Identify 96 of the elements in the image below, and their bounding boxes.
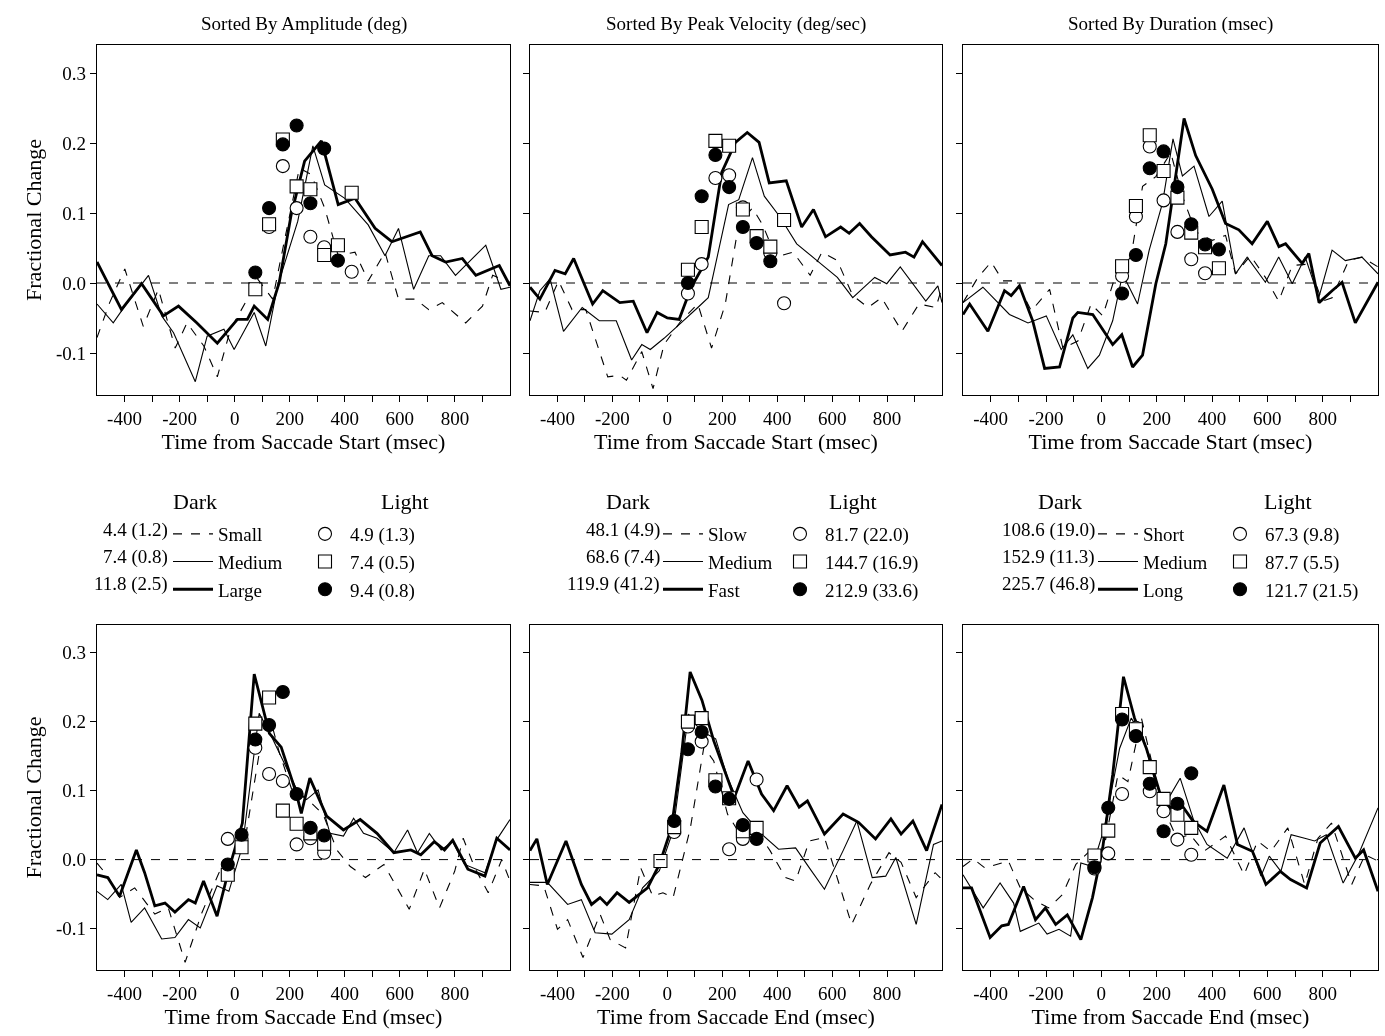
- x-tick-label: 600: [385, 982, 415, 1004]
- x-tick-label: 400: [1197, 982, 1227, 1004]
- x-tick-label: 0: [662, 407, 673, 429]
- legend-label: Large: [218, 579, 262, 601]
- text: Light: [829, 489, 877, 514]
- y-axis-title: Fractional Change: [20, 139, 46, 301]
- text: Light: [1264, 489, 1312, 514]
- x-tick-label: 800: [872, 982, 902, 1004]
- legend-label: 4.9 (1.3): [350, 524, 415, 547]
- chart-title: Sorted By Amplitude (deg): [201, 13, 408, 35]
- text: Dark: [1038, 489, 1082, 514]
- text: 68.6 (7.4): [586, 546, 661, 568]
- x-tick-label: -400: [107, 407, 142, 429]
- x-tick-label: 200: [708, 407, 737, 429]
- x-tick-label: 200: [708, 982, 737, 1004]
- x-axis-title: Time from Saccade Start (msec): [594, 428, 878, 454]
- x-tick-label: 400: [762, 407, 792, 429]
- text: 11.8 (2.5): [94, 573, 168, 595]
- legend-label: 144.7 (16.9): [825, 551, 919, 574]
- legend-label: 81.7 (22.0): [825, 524, 909, 547]
- x-tick-label: 800: [440, 982, 470, 1004]
- legend-label: 67.3 (9.8): [1265, 524, 1340, 547]
- x-tick-label: 400: [762, 982, 792, 1004]
- legend-label: Fast: [708, 579, 741, 601]
- legend-label: 87.7 (5.5): [1265, 551, 1340, 574]
- y-tick-label: -0.1: [55, 918, 87, 940]
- y-tick-label: 0.3: [62, 62, 87, 84]
- x-tick-label: -200: [1028, 982, 1064, 1004]
- chart-title: Sorted By Peak Velocity (deg/sec): [606, 13, 867, 35]
- x-tick-label: 800: [440, 407, 470, 429]
- x-tick-label: -400: [107, 982, 142, 1004]
- x-axis-title: Time from Saccade Start (msec): [161, 428, 446, 454]
- text: 108.6 (19.0): [1002, 519, 1096, 541]
- x-tick-label: 200: [1142, 407, 1171, 429]
- text: Dark: [173, 489, 217, 514]
- y-tick-label: 0.1: [62, 202, 87, 224]
- x-tick-label: -400: [540, 407, 575, 429]
- legend-label: Medium: [708, 551, 773, 573]
- y-tick-label: 0.3: [62, 642, 87, 664]
- y-tick-label: 0.0: [62, 849, 87, 871]
- text: 119.9 (41.2): [567, 573, 660, 595]
- x-tick-label: 0: [1096, 407, 1107, 429]
- x-tick-label: -200: [162, 407, 198, 429]
- x-tick-label: -200: [594, 407, 630, 429]
- x-tick-label: 400: [330, 407, 360, 429]
- legend-label: 9.4 (0.8): [350, 579, 415, 602]
- x-tick-label: -400: [973, 982, 1009, 1004]
- x-axis-title: Time from Saccade End (msec): [597, 1003, 875, 1029]
- legend-label: Small: [218, 524, 263, 546]
- legend-label: Slow: [708, 524, 748, 546]
- legend-label: Long: [1143, 579, 1184, 601]
- y-tick-label: 0.2: [62, 711, 87, 733]
- y-tick-label: -0.1: [55, 342, 87, 364]
- text: Light: [381, 489, 429, 514]
- x-tick-label: 800: [872, 407, 902, 429]
- x-tick-label: 200: [275, 982, 304, 1004]
- y-tick-label: 0.0: [62, 272, 87, 294]
- legend-label: Medium: [1143, 551, 1208, 573]
- x-tick-label: -400: [973, 407, 1009, 429]
- x-tick-label: 600: [1253, 982, 1282, 1004]
- x-tick-label: 800: [1308, 982, 1337, 1004]
- legend-label: 121.7 (21.5): [1265, 579, 1359, 602]
- x-axis-title: Time from Saccade End (msec): [1031, 1003, 1310, 1029]
- text: 152.9 (11.3): [1002, 546, 1095, 568]
- x-tick-label: 600: [1253, 407, 1282, 429]
- x-tick-label: 200: [1142, 982, 1171, 1004]
- legend-label: 7.4 (0.5): [350, 551, 415, 574]
- x-tick-label: 600: [817, 407, 847, 429]
- x-tick-label: 600: [817, 982, 847, 1004]
- x-tick-label: 0: [662, 982, 673, 1004]
- x-tick-label: -200: [594, 982, 630, 1004]
- x-tick-label: -400: [540, 982, 575, 1004]
- x-axis-title: Time from Saccade Start (msec): [1028, 428, 1313, 454]
- x-tick-label: -200: [162, 982, 198, 1004]
- x-tick-label: 400: [330, 982, 360, 1004]
- x-tick-label: 800: [1308, 407, 1337, 429]
- legend-label: Short: [1143, 524, 1185, 546]
- x-tick-label: -200: [1028, 407, 1064, 429]
- text: 7.4 (0.8): [103, 546, 168, 568]
- x-tick-label: 0: [229, 407, 240, 429]
- text: 225.7 (46.8): [1002, 573, 1096, 595]
- text: 4.4 (1.2): [103, 519, 168, 541]
- x-tick-label: 600: [385, 407, 415, 429]
- y-tick-label: 0.1: [62, 780, 87, 802]
- x-axis-title: Time from Saccade End (msec): [164, 1003, 443, 1029]
- x-tick-label: 400: [1197, 407, 1227, 429]
- x-tick-label: 0: [229, 982, 240, 1004]
- y-axis-title: Fractional Change: [20, 716, 46, 879]
- legend-label: 212.9 (33.6): [825, 579, 919, 602]
- x-tick-label: 0: [1096, 982, 1107, 1004]
- x-tick-label: 200: [275, 407, 304, 429]
- y-tick-label: 0.2: [62, 132, 87, 154]
- legend-label: Medium: [218, 551, 283, 573]
- chart-title: Sorted By Duration (msec): [1068, 13, 1274, 35]
- text: 48.1 (4.9): [586, 519, 661, 541]
- text: Dark: [606, 489, 650, 514]
